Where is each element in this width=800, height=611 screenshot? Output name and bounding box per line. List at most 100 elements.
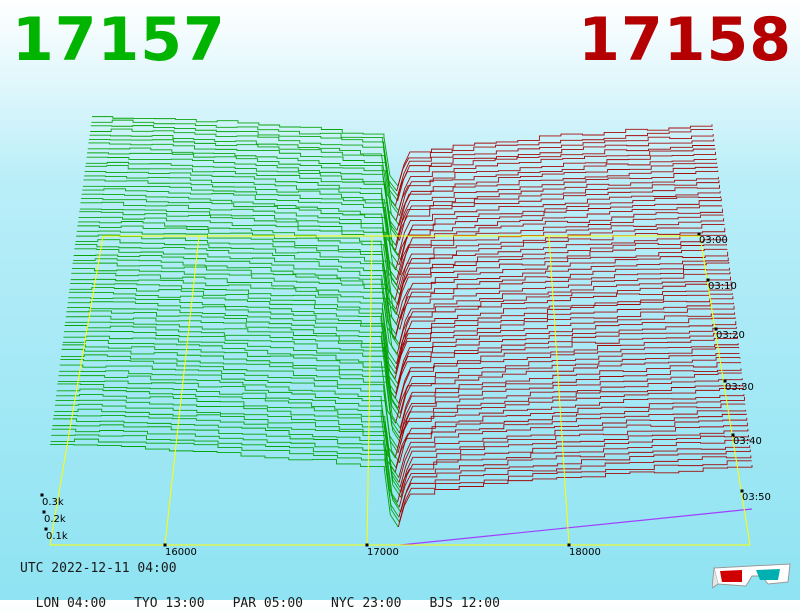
ask-depth-line: [395, 158, 717, 221]
ask-depth-line: [395, 267, 730, 335]
world-clocks: LON 04:00 TYO 13:00 PAR 05:00 NYC 23:00 BJS …: [20, 581, 528, 611]
bid-depth-line: [84, 175, 396, 251]
axis-marker: [731, 433, 735, 437]
ask-depth-line: [397, 465, 753, 528]
grid-price-line: [366, 235, 373, 546]
bid-depth-line: [78, 216, 401, 295]
ask-depth-line: [394, 305, 735, 374]
ask-depth-line: [397, 387, 744, 453]
clock-bjs: BJS 12:00: [429, 596, 500, 611]
bid-depth-line: [51, 434, 400, 518]
bid-price: 17157: [12, 5, 226, 75]
time-tick-label: 03:10: [708, 281, 737, 292]
ask-depth-line: [396, 321, 737, 389]
bid-depth-line: [70, 278, 401, 360]
ask-depth-line: [394, 333, 738, 399]
bid-depth-line: [85, 161, 399, 236]
y-tick-label: 0.1k: [46, 531, 68, 542]
bid-depth-line: [57, 380, 400, 463]
bid-depth-line: [66, 310, 397, 394]
bid-depth-line: [63, 335, 401, 419]
bid-depth-line: [80, 201, 398, 281]
ask-depth-line: [394, 144, 715, 206]
bid-depth-line: [72, 262, 400, 345]
ask-depth-line: [394, 234, 726, 300]
bid-depth-line: [74, 244, 397, 325]
grid-price-line: [164, 235, 200, 546]
ask-depth-line: [397, 438, 750, 503]
bid-depth-line: [69, 287, 397, 370]
ask-depth-line: [395, 244, 727, 310]
bid-depth-line: [56, 388, 396, 473]
ask-depth-line: [397, 170, 719, 236]
ask-depth-line: [396, 129, 714, 192]
clock-nyc: NYC 23:00: [331, 596, 402, 611]
bid-depth-line: [71, 267, 401, 350]
ask-depth-line: [395, 205, 723, 271]
bid-depth-line: [90, 128, 399, 202]
grid-left-edge: [49, 235, 104, 546]
ask-depth-line: [400, 208, 723, 276]
bid-depth-line: [51, 428, 402, 513]
ask-depth-line: [394, 409, 747, 473]
bid-depth-line: [87, 152, 400, 226]
x-tick-label: 16000: [165, 547, 197, 558]
ask-depth-line: [398, 417, 748, 483]
bid-depth-line: [64, 325, 399, 409]
bid-depth-line: [57, 383, 397, 468]
ask-depth-line: [395, 248, 728, 315]
time-tick-label: 03:40: [733, 436, 762, 447]
ask-depth-line: [399, 151, 716, 216]
bid-depth-line: [65, 315, 396, 399]
ask-depth-line: [399, 372, 743, 439]
axis-marker: [44, 527, 48, 531]
x-tick-label: 18000: [569, 547, 601, 558]
grid-price-line: [548, 235, 570, 546]
ask-depth-line: [398, 445, 751, 508]
bid-depth-line: [74, 248, 401, 330]
time-tick-label: 03:00: [699, 235, 728, 246]
bid-depth-line: [52, 424, 400, 508]
bid-depth-line: [54, 403, 401, 488]
ask-depth-line: [397, 124, 713, 187]
bid-depth-line: [58, 375, 396, 459]
ask-depth-line: [397, 133, 714, 197]
bid-depth-line: [70, 283, 397, 365]
depth-lines: [50, 116, 753, 546]
bid-depth-line: [91, 119, 398, 192]
ask-depth-line: [395, 302, 734, 369]
ask-depth-line: [399, 293, 733, 360]
bid-depth-line: [79, 211, 400, 291]
ask-depth-line: [399, 223, 725, 290]
axis-labels: 16000 17000 18000 0.1k 0.2k 0.3k 03:00 03:10 03:…: [40, 232, 771, 558]
bid-depth-line: [53, 418, 398, 503]
ask-depth-line: [396, 166, 718, 231]
y-tick-label: 0.3k: [42, 497, 64, 508]
bid-depth-line: [54, 408, 402, 493]
bid-depth-line: [89, 134, 396, 207]
ask-depth-line: [400, 378, 743, 444]
bid-depth-line: [87, 147, 397, 221]
ask-depth-line: [399, 347, 740, 414]
ask-depth-line: [396, 257, 729, 325]
ask-depth-line: [399, 362, 741, 429]
ask-price: 17158: [578, 5, 792, 75]
bid-depth-line: [71, 272, 398, 355]
bid-depth-line: [67, 306, 398, 389]
bid-depth-line: [50, 444, 399, 528]
bid-depth-line: [68, 291, 396, 375]
ask-depth-line: [398, 455, 752, 518]
bid-depth-line: [50, 438, 400, 523]
time-tick-label: 03:50: [742, 492, 771, 503]
axis-marker: [365, 543, 369, 547]
bid-depth-line: [67, 301, 399, 384]
ask-depth-line: [399, 227, 726, 295]
ask-depth-line: [400, 449, 751, 513]
bid-depth-line: [55, 399, 400, 483]
y-tick-label: 0.2k: [44, 514, 66, 525]
3d-glasses-icon[interactable]: [712, 560, 792, 594]
ask-depth-line: [395, 180, 720, 246]
ask-depth-line: [398, 198, 722, 266]
ask-depth-line: [398, 413, 747, 478]
